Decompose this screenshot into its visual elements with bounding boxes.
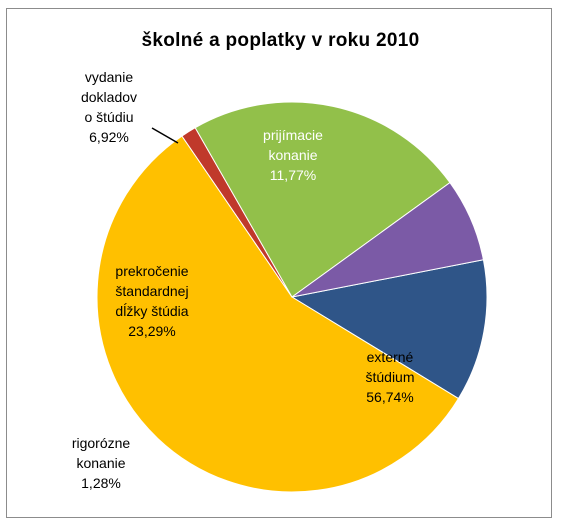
data-label-name: externé [367, 349, 414, 365]
pie-slice-slice-admission [290, 259, 488, 400]
data-label-name: konanie [76, 455, 125, 471]
data-label-name: o štúdiu [84, 109, 133, 125]
data-label-slice-overtime: prekročenie štandardnej dĺžky štúdia 23,29% [115, 263, 188, 339]
data-label-name: prijímacie [263, 127, 323, 143]
data-label-name: rigorózne [72, 435, 131, 451]
pie-slice-slice-overtime [194, 101, 451, 298]
data-label-name: vydanie [85, 69, 133, 85]
data-label-name: dĺžky štúdia [115, 302, 188, 319]
data-label-value: 56,74% [366, 389, 413, 405]
data-label-value: 1,28% [81, 475, 121, 491]
data-label-slice-rigorous: rigorózne konanie 1,28% [72, 435, 131, 491]
data-label-slice-documents: vydanie dokladov o štúdiu 6,92% [81, 69, 137, 145]
data-label-name: prekročenie [115, 263, 188, 279]
data-label-value: 6,92% [89, 129, 129, 145]
data-label-name: štandardnej [115, 283, 188, 299]
leader-line-slice-documents [151, 127, 179, 144]
data-label-name: konanie [268, 147, 317, 163]
data-label-value: 11,77% [270, 167, 316, 183]
pie-slice-slice-external [96, 135, 460, 493]
data-label-slice-admission: prijímacie konanie 11,77% [263, 127, 323, 183]
data-label-value: 23,29% [128, 323, 175, 339]
data-label-name: dokladov [81, 89, 137, 105]
data-label-name: štúdium [365, 369, 414, 385]
pie-slice-slice-documents [291, 181, 485, 298]
data-label-slice-external: externé štúdium 56,74% [365, 349, 414, 405]
chart-title: školné a poplatky v roku 2010 [141, 30, 420, 51]
